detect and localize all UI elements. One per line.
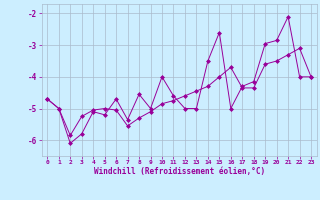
X-axis label: Windchill (Refroidissement éolien,°C): Windchill (Refroidissement éolien,°C): [94, 167, 265, 176]
